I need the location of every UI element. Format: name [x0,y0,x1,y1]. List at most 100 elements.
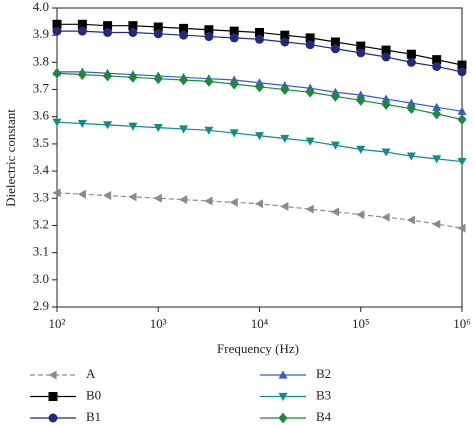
marker [204,126,214,135]
marker [330,141,340,150]
marker [153,193,162,203]
marker [356,210,365,220]
marker [280,84,290,95]
marker [103,121,113,130]
marker [153,73,163,85]
marker [52,118,62,127]
marker [432,219,441,229]
marker [406,49,416,59]
y-tick-label: 3.2 [33,216,49,231]
marker [330,37,340,47]
marker [77,119,87,129]
x-axis-label: Frequency (Hz) [217,341,299,356]
marker [280,134,290,143]
marker [77,69,87,80]
x-tick-label: 10² [49,316,66,331]
marker [255,132,264,141]
marker [128,27,138,37]
marker [432,108,442,120]
legend-label: B3 [316,387,331,402]
marker [52,26,62,36]
marker [77,19,87,29]
marker [381,52,391,62]
legend-label: B4 [316,409,332,424]
marker [179,30,189,40]
marker [128,71,138,83]
marker [229,78,239,90]
marker [406,215,415,225]
x-tick-label: 10⁶ [453,316,471,331]
x-tick-label: 10⁴ [251,316,269,331]
marker [153,29,163,39]
marker [356,41,366,51]
y-tick-label: 3.1 [33,244,49,259]
marker [52,19,62,29]
marker [103,191,112,201]
marker [255,27,264,37]
marker [52,67,62,79]
marker [305,137,315,146]
marker [432,155,442,164]
y-tick-label: 3.4 [33,162,50,177]
marker [103,21,113,31]
y-tick-label: 3.7 [33,81,50,96]
marker [179,195,188,205]
marker [457,223,466,233]
marker [153,22,163,32]
series-line [56,121,463,163]
marker [330,44,340,54]
marker [179,23,189,33]
marker [305,204,314,214]
x-tick-label: 10⁵ [352,316,370,331]
marker [204,32,214,42]
y-tick-label: 4.0 [33,0,49,14]
series-line [56,192,463,229]
marker [356,95,366,106]
legend-marker [278,392,288,401]
marker [77,189,86,199]
legend-marker [48,370,57,380]
marker [381,94,391,103]
marker [255,81,264,93]
y-tick-label: 3.5 [33,135,49,150]
marker [255,199,264,209]
marker [432,102,442,111]
marker [229,197,238,207]
legend-marker [48,413,58,423]
marker [128,192,137,202]
marker [406,98,416,107]
marker [128,122,138,131]
marker [204,196,213,206]
marker [356,90,366,99]
marker [457,106,467,115]
marker [381,148,391,157]
marker [204,75,214,87]
marker [432,61,442,71]
marker [356,145,366,154]
marker [330,90,340,102]
y-tick-label: 3.6 [33,108,50,123]
legend-label: A [86,366,96,381]
marker [103,27,113,37]
y-tick-label: 2.9 [33,298,49,313]
marker [381,99,391,110]
marker [381,45,391,55]
marker [280,37,290,47]
marker [204,25,214,35]
y-tick-label: 3.9 [33,26,49,41]
y-tick-label: 3.8 [33,53,49,68]
marker [406,152,416,161]
marker [52,188,61,198]
y-tick-label: 3.0 [33,271,49,286]
marker [330,207,340,217]
marker [381,212,390,222]
x-tick-label: 10³ [150,316,167,331]
marker [432,55,442,65]
marker [356,48,366,58]
legend-label: B2 [316,366,331,381]
legend-label: B0 [86,387,101,402]
marker [457,60,467,70]
marker [280,30,290,40]
marker [457,114,467,125]
